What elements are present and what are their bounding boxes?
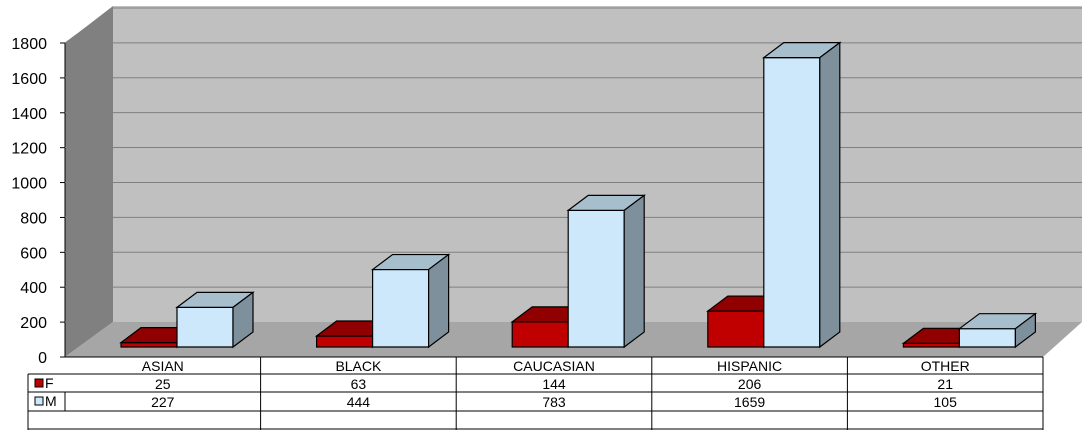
gridline bbox=[64, 216, 114, 253]
data-label: 144 bbox=[542, 376, 566, 392]
y-tick-label: 400 bbox=[20, 280, 47, 297]
category-label: ASIAN bbox=[142, 358, 184, 374]
category-label: CAUCASIAN bbox=[513, 358, 595, 374]
data-table: ASIAN BLACK CAUCASIAN HISPANIC OTHER F 25 63 14… bbox=[27, 356, 1044, 430]
bar-m bbox=[175, 291, 255, 349]
bar-side-face bbox=[1014, 312, 1037, 349]
data-label: 21 bbox=[937, 376, 953, 392]
gridline bbox=[64, 112, 114, 149]
legend-label: F bbox=[45, 375, 54, 391]
bar-front-face bbox=[176, 306, 234, 348]
y-tick-label: 800 bbox=[20, 210, 47, 227]
chart-side-wall bbox=[65, 6, 113, 357]
bar-side-face bbox=[232, 291, 254, 349]
bar-front-face bbox=[707, 310, 765, 348]
y-tick-label: 600 bbox=[20, 245, 47, 262]
bar-front-face bbox=[763, 56, 821, 348]
bar-m bbox=[370, 253, 451, 349]
bar-m bbox=[761, 41, 842, 349]
data-label: 227 bbox=[151, 394, 175, 410]
gridline bbox=[64, 147, 114, 183]
legend-label: M bbox=[45, 393, 57, 409]
bar-side-face bbox=[623, 194, 645, 349]
data-label: 105 bbox=[934, 394, 958, 410]
data-label: 63 bbox=[351, 376, 367, 392]
data-label: 1659 bbox=[734, 394, 765, 410]
legend-swatch bbox=[34, 396, 44, 406]
bar-front-face bbox=[958, 328, 1017, 348]
bar-front-face bbox=[567, 209, 625, 348]
gridline bbox=[64, 182, 114, 218]
category-label: HISPANIC bbox=[717, 358, 782, 374]
bar-front-face bbox=[316, 335, 374, 348]
category-label: OTHER bbox=[921, 358, 970, 374]
bar-side-face bbox=[819, 41, 841, 349]
y-tick-label: 200 bbox=[20, 315, 47, 332]
bar-front-face bbox=[511, 321, 569, 348]
gridline bbox=[64, 77, 114, 114]
category-label: BLACK bbox=[335, 358, 382, 374]
bar-side-face bbox=[428, 253, 450, 349]
gridline bbox=[64, 7, 114, 44]
bar-m bbox=[566, 194, 647, 349]
gridline bbox=[64, 286, 114, 323]
bar-front-face bbox=[120, 342, 178, 348]
data-label: 444 bbox=[347, 394, 371, 410]
y-tick-label: 1000 bbox=[11, 176, 47, 193]
data-label: 783 bbox=[542, 394, 566, 410]
gridline bbox=[64, 42, 114, 79]
y-tick-label: 0 bbox=[38, 350, 47, 367]
bar-front-face bbox=[372, 268, 430, 348]
gridline bbox=[64, 251, 114, 288]
legend-swatch bbox=[34, 378, 44, 388]
data-label: 206 bbox=[738, 376, 762, 392]
y-tick-label: 1600 bbox=[11, 71, 47, 88]
data-label: 25 bbox=[155, 376, 171, 392]
y-tick-label: 1400 bbox=[11, 106, 47, 123]
y-tick-label: 1200 bbox=[11, 141, 47, 158]
bar-m bbox=[957, 312, 1038, 349]
y-tick-label: 1800 bbox=[11, 36, 47, 53]
